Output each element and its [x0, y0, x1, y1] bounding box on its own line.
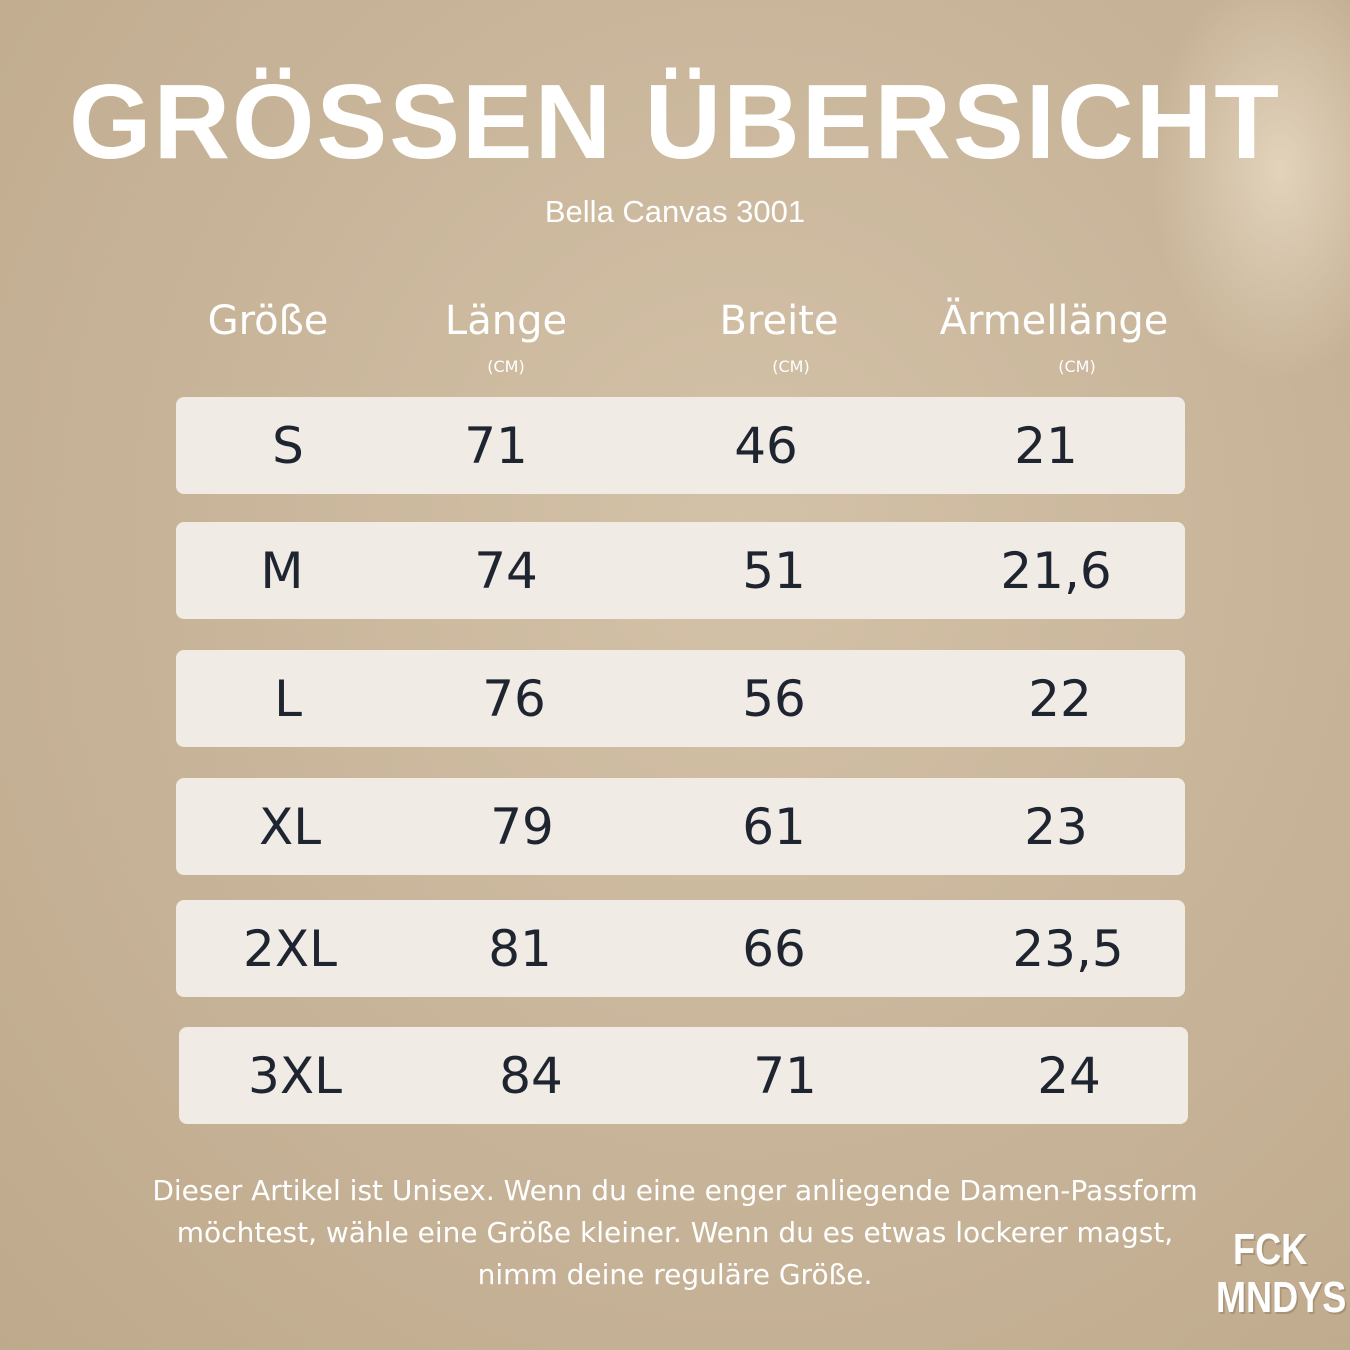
cell-length: 81 [488, 919, 552, 978]
logo-line-2: MNDYS [1216, 1273, 1347, 1322]
unit-sleeve: (CM) [1058, 357, 1096, 376]
cell-sleeve: 23 [1024, 797, 1088, 856]
subtitle: Bella Canvas 3001 [544, 194, 806, 229]
cell-size: M [260, 541, 304, 600]
table-row: L 76 56 22 [176, 650, 1185, 747]
cell-width: 56 [742, 669, 806, 728]
cell-length: 71 [464, 416, 528, 475]
cell-size: L [274, 669, 302, 728]
header-length: Länge [444, 298, 568, 344]
header-size: Größe [207, 298, 329, 344]
cell-sleeve: 24 [1037, 1046, 1101, 1105]
cell-size: 2XL [243, 919, 337, 978]
fit-note: Dieser Artikel ist Unisex. Wenn du eine … [152, 1174, 1198, 1291]
table-row: S 71 46 21 [176, 397, 1185, 494]
cell-length: 76 [482, 669, 546, 728]
cell-sleeve: 22 [1028, 669, 1092, 728]
cell-size: S [272, 416, 304, 475]
header-width: Breite [719, 298, 839, 344]
cell-length: 79 [490, 797, 554, 856]
cell-width: 46 [734, 416, 798, 475]
table-row: M 74 51 21,6 [176, 522, 1185, 619]
cell-width: 61 [742, 797, 806, 856]
cell-size: 3XL [248, 1046, 342, 1105]
page-title: GRÖSSEN ÜBERSICHT [69, 63, 1281, 181]
table-row: 2XL 81 66 23,5 [176, 900, 1185, 997]
unit-length: (CM) [487, 357, 525, 376]
table-row: 3XL 84 71 24 [179, 1027, 1188, 1124]
brand-logo: FCK MNDYS [1216, 1225, 1347, 1322]
cell-length: 84 [499, 1046, 563, 1105]
table-row: XL 79 61 23 [176, 778, 1185, 875]
cell-width: 51 [742, 541, 806, 600]
cell-sleeve: 23,5 [1012, 919, 1124, 978]
cell-sleeve: 21,6 [1000, 541, 1112, 600]
cell-width: 71 [753, 1046, 817, 1105]
background-photo [1150, 0, 1350, 380]
cell-sleeve: 21 [1014, 416, 1078, 475]
cell-size: XL [258, 797, 322, 856]
cell-length: 74 [474, 541, 538, 600]
cell-width: 66 [742, 919, 806, 978]
logo-line-1: FCK [1233, 1225, 1308, 1274]
header-sleeve: Ärmellänge [939, 298, 1169, 344]
unit-width: (CM) [772, 357, 810, 376]
